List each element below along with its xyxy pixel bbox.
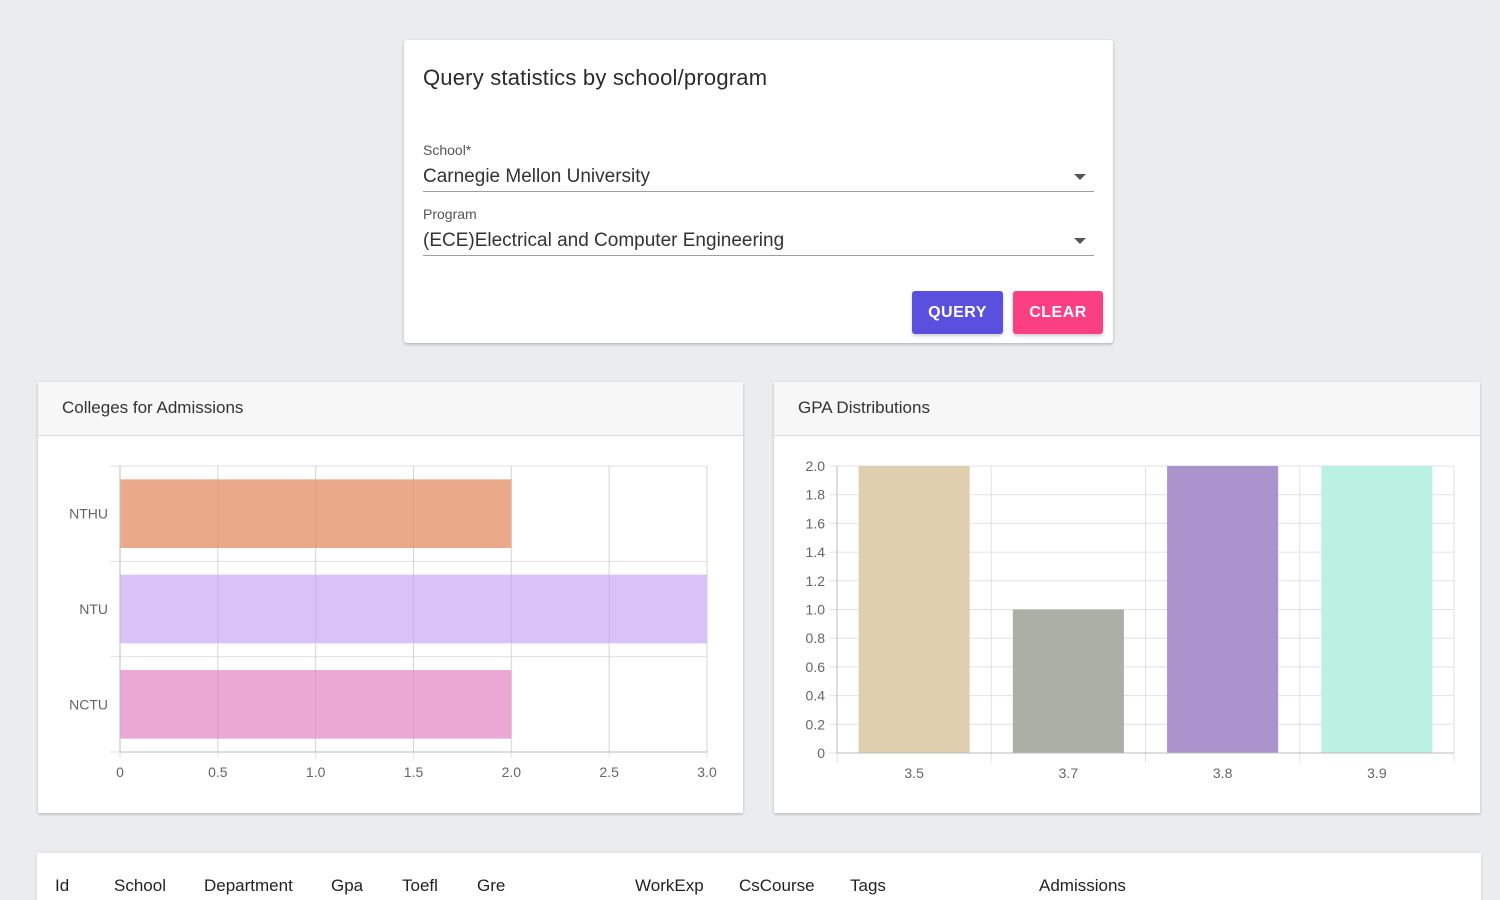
column-header-gpa[interactable]: Gpa xyxy=(331,876,364,895)
column-header-toefl[interactable]: Toefl xyxy=(402,876,438,895)
column-header-admissions[interactable]: Admissions xyxy=(1039,876,1126,895)
x-tick-label: 1.5 xyxy=(404,764,424,780)
y-tick-label: 0 xyxy=(817,745,825,761)
column-header-tags[interactable]: Tags xyxy=(850,876,886,895)
y-tick-label: 0.2 xyxy=(806,716,826,732)
x-tick-label: 3.9 xyxy=(1367,765,1387,781)
y-tick-label: 2.0 xyxy=(806,458,826,474)
x-tick-label: 1.0 xyxy=(306,764,326,780)
query-title: Query statistics by school/program xyxy=(423,65,768,90)
chevron-down-icon[interactable] xyxy=(1074,174,1086,180)
x-tick-label: 2.0 xyxy=(502,764,522,780)
y-tick-label: 0.4 xyxy=(806,688,826,704)
x-tick-label: 3.0 xyxy=(697,764,717,780)
program-value: (ECE)Electrical and Computer Engineering xyxy=(423,230,785,251)
program-value-box[interactable]: (ECE)Electrical and Computer Engineering xyxy=(423,222,1094,256)
y-tick-label: NTU xyxy=(79,601,108,617)
query-button[interactable]: QUERY xyxy=(912,291,1003,334)
y-tick-label: NCTU xyxy=(69,696,108,712)
y-tick-label: 0.8 xyxy=(806,630,826,646)
x-tick-label: 0 xyxy=(116,764,124,780)
school-label: School* xyxy=(423,142,472,158)
y-tick-label: 0.6 xyxy=(806,659,826,675)
gpa-chart-title: GPA Distributions xyxy=(774,382,1480,436)
query-card: Query statistics by school/program Schoo… xyxy=(404,40,1113,343)
column-header-department[interactable]: Department xyxy=(204,876,293,895)
colleges-chart-title: Colleges for Admissions xyxy=(38,382,743,436)
y-tick-label: 1.0 xyxy=(806,602,826,618)
bar-gpa-3-8 xyxy=(1167,466,1279,753)
gpa-chart: 0 0.2 0.4 0.6 0.8 1.0 1.2 1.4 1.6 1.8 2.0 3.5 3.7 3.8… xyxy=(806,458,1455,781)
results-table: Id School Department Gpa Toefl Gre WorkE… xyxy=(37,853,1481,900)
x-tick-label: 2.5 xyxy=(599,764,619,780)
column-header-id[interactable]: Id xyxy=(55,876,70,895)
column-header-cscourse[interactable]: CsCourse xyxy=(739,876,815,895)
bar-gpa-3-5 xyxy=(858,466,970,753)
y-tick-label: 1.6 xyxy=(806,515,826,531)
x-tick-label: 3.7 xyxy=(1059,765,1079,781)
bar-nctu xyxy=(120,670,512,739)
y-tick-label: 1.2 xyxy=(806,573,826,589)
school-value: Carnegie Mellon University xyxy=(423,166,651,187)
x-tick-label: 0.5 xyxy=(208,764,228,780)
bar-ntu xyxy=(120,574,707,644)
column-header-gre[interactable]: Gre xyxy=(477,876,506,895)
y-tick-label: 1.4 xyxy=(806,544,826,560)
column-header-workexp[interactable]: WorkExp xyxy=(635,876,704,895)
program-select[interactable]: Program (ECE)Electrical and Computer Eng… xyxy=(423,206,1094,256)
bar-gpa-3-7 xyxy=(1012,609,1124,753)
bar-gpa-3-9 xyxy=(1321,466,1433,753)
chevron-down-icon[interactable] xyxy=(1074,238,1086,244)
column-header-school[interactable]: School xyxy=(114,876,166,895)
colleges-chart: 0 0.5 1.0 1.5 2.0 2.5 3.0 NTHU NTU NCTU xyxy=(69,465,717,780)
school-select[interactable]: School* Carnegie Mellon University xyxy=(423,142,1094,192)
colleges-chart-card: Colleges for Admissions 0 0.5 1.0 1.5 2.0 2.5… xyxy=(38,382,743,813)
bar-nthu xyxy=(120,479,512,548)
school-value-box[interactable]: Carnegie Mellon University xyxy=(423,158,1094,192)
y-tick-label: 1.8 xyxy=(806,487,826,503)
program-label: Program xyxy=(423,206,477,222)
gpa-chart-card: GPA Distributions 0 0.2 0.4 0.6 0.8 1.0 1.2 1.4… xyxy=(774,382,1480,813)
x-tick-label: 3.5 xyxy=(904,765,924,781)
y-tick-label: NTHU xyxy=(69,506,108,522)
clear-button[interactable]: CLEAR xyxy=(1013,291,1103,334)
x-tick-label: 3.8 xyxy=(1213,765,1233,781)
